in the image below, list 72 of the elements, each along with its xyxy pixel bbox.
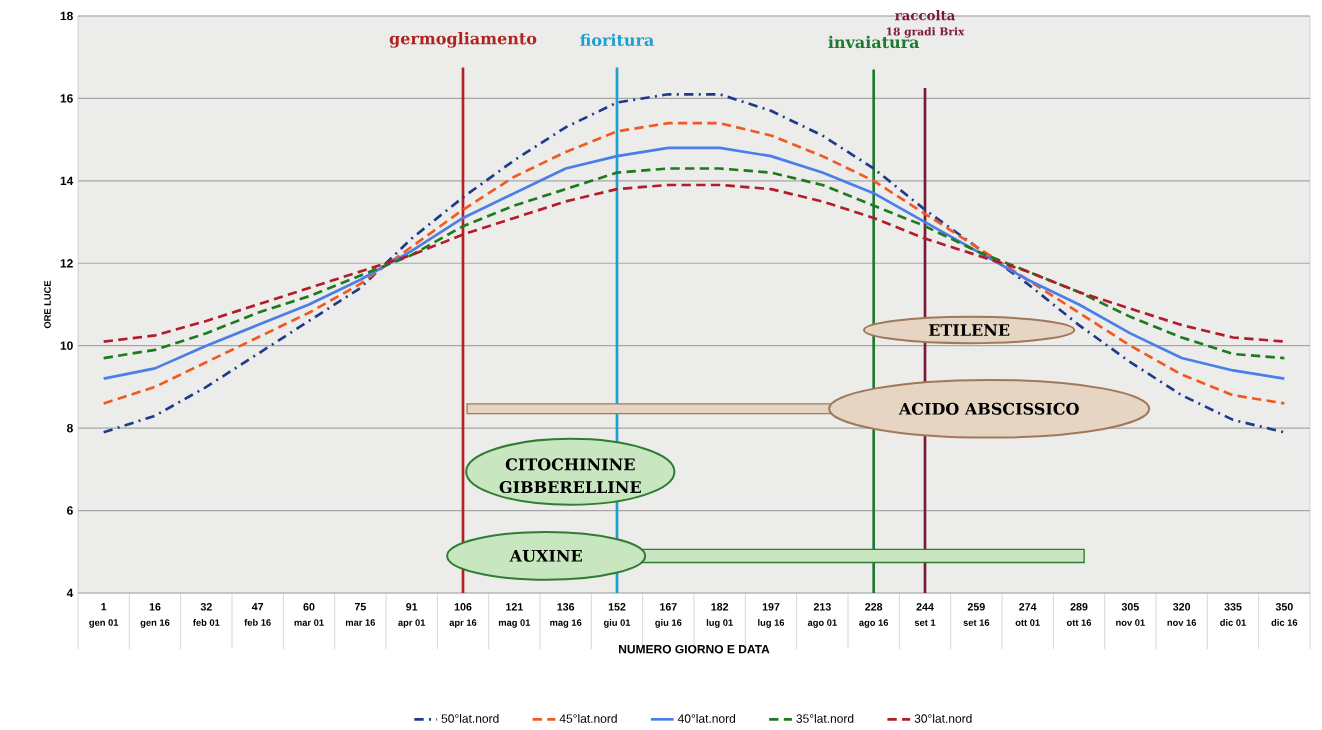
- text: apr 16: [449, 619, 477, 628]
- y-tick-label: 18: [60, 11, 73, 21]
- text: giu 01: [603, 619, 631, 628]
- x-tick-label: 197: [762, 603, 780, 611]
- x-tick-label: 274: [1019, 603, 1037, 611]
- x-tick-label: 136: [557, 603, 575, 611]
- text: ott 01: [1015, 619, 1040, 626]
- ref-line-label: raccolta: [895, 9, 956, 21]
- x-tick-label: 1: [101, 603, 107, 611]
- text: giu 16: [655, 619, 682, 628]
- x-tick-label: 228: [865, 603, 883, 611]
- text: set 16: [963, 619, 990, 626]
- legend-label: 30°lat.nord: [914, 713, 972, 723]
- x-tick-label: 335: [1224, 603, 1242, 611]
- text: gen 01: [89, 619, 119, 628]
- text: nov 16: [1167, 619, 1197, 626]
- x-tick-label: 350: [1275, 603, 1293, 611]
- y-tick-label: 12: [60, 259, 73, 268]
- x-tick-label: 244: [916, 603, 934, 611]
- x-tick-label: 320: [1173, 603, 1191, 611]
- legend-label: 50°lat.nord: [441, 713, 499, 723]
- x-tick-label: 213: [813, 603, 831, 611]
- text: mag 01: [498, 619, 531, 628]
- text: ago 01: [807, 619, 837, 628]
- text: lug 16: [758, 619, 785, 628]
- text: set 1: [914, 619, 936, 626]
- annotation: GIBBERELLINE: [499, 481, 641, 494]
- x-tick-label: 60: [303, 603, 315, 611]
- text: gen 16: [140, 619, 170, 628]
- y-tick-label: 6: [67, 506, 73, 515]
- x-tick-label: 32: [200, 603, 212, 611]
- text: ott 16: [1066, 619, 1092, 626]
- annotation: AUXINE: [509, 549, 582, 562]
- text: dic 01: [1220, 619, 1246, 626]
- text: dic 16: [1271, 619, 1298, 626]
- text: mag 16: [550, 619, 582, 628]
- x-tick-label: 47: [251, 603, 264, 611]
- x-tick-label: 91: [406, 603, 418, 611]
- x-tick-label: 106: [454, 603, 472, 611]
- line-series: [102, 92, 1286, 434]
- x-tick-label: 16: [149, 603, 161, 611]
- x-tick-label: 305: [1121, 603, 1139, 611]
- x-tick-label: 152: [608, 603, 626, 611]
- x-tick-label: 167: [660, 603, 677, 611]
- x-tick-label: 289: [1070, 603, 1088, 611]
- y-axis-title: ORE LUCE: [44, 280, 51, 329]
- ref-line-label: germogliamento: [389, 32, 537, 48]
- text: apr 01: [398, 619, 426, 628]
- y-tick-label: 8: [66, 423, 73, 433]
- x-tick-label: 182: [711, 603, 729, 611]
- annotation: ACIDO ABSCISSICO: [898, 402, 1079, 415]
- text: feb 16: [244, 618, 271, 626]
- annotation: CITOCHININE: [505, 458, 635, 471]
- x-tick-label: 259: [967, 603, 985, 611]
- text: feb 01: [193, 619, 220, 626]
- text: lug 01: [706, 619, 733, 628]
- y-tick-label: 10: [60, 341, 73, 350]
- legend-label: 40°lat.nord: [677, 713, 736, 723]
- y-tick-label: 4: [66, 588, 74, 598]
- x-tick-label: 75: [354, 603, 366, 611]
- ref-line-label: fioritura: [580, 33, 654, 47]
- y-tick-label: 14: [60, 176, 74, 185]
- text: nov 01: [1116, 619, 1145, 626]
- legend-label: 45°lat.nord: [559, 713, 617, 723]
- annotation: ETILENE: [928, 324, 1010, 336]
- x-axis-title: NUMERO GIORNO E DATA: [619, 644, 770, 654]
- x-tick-label: 121: [506, 603, 523, 611]
- text: mar 01: [294, 619, 324, 626]
- text: ago 16: [859, 619, 889, 628]
- legend-label: 35°lat.nord: [796, 713, 854, 723]
- text: mar 16: [345, 619, 376, 626]
- y-tick-label: 16: [60, 94, 73, 103]
